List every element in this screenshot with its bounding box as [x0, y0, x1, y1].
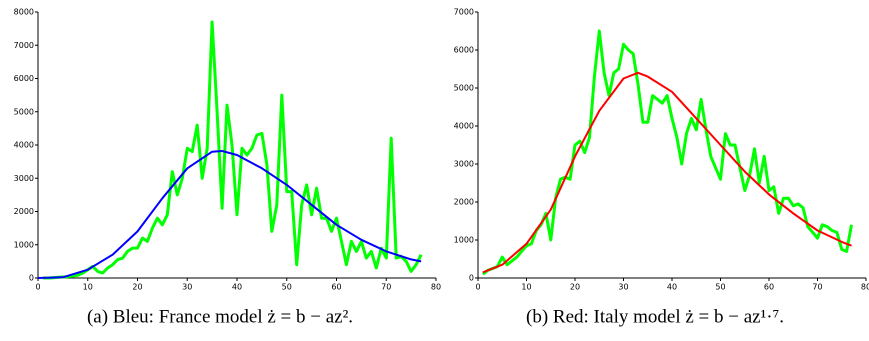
y-tick-label: 7000 [454, 8, 474, 17]
x-tick-label: 80 [431, 283, 441, 292]
y-tick-label: 0 [469, 274, 474, 283]
y-tick-label: 1000 [454, 236, 474, 245]
y-tick-label: 4000 [454, 122, 474, 131]
x-tick-label: 40 [232, 283, 242, 292]
data-line [481, 29, 853, 276]
data-line [482, 71, 852, 274]
x-tick-label: 20 [570, 283, 580, 292]
y-tick-label: 3000 [14, 174, 34, 183]
y-tick-label: 8000 [14, 8, 34, 17]
x-tick-label: 70 [381, 283, 391, 292]
x-tick-label: 60 [764, 283, 774, 292]
y-tick-label: 6000 [14, 74, 34, 83]
y-tick-label: 5000 [454, 84, 474, 93]
x-tick-label: 30 [182, 283, 192, 292]
y-tick-label: 2000 [454, 198, 474, 207]
caption: (a) Bleu: France model ż = b − az². [87, 306, 353, 327]
x-tick-label: 50 [282, 283, 292, 292]
data-line [43, 20, 423, 280]
x-tick-label: 10 [83, 283, 93, 292]
data-line [37, 150, 422, 279]
x-tick-label: 0 [35, 283, 40, 292]
y-tick-label: 2000 [14, 207, 34, 216]
y-tick-label: 7000 [14, 41, 34, 50]
x-tick-label: 70 [812, 283, 822, 292]
x-tick-label: 0 [475, 283, 480, 292]
y-tick-label: 6000 [454, 46, 474, 55]
x-tick-label: 80 [861, 283, 869, 292]
x-tick-label: 10 [521, 283, 531, 292]
x-tick-label: 50 [715, 283, 725, 292]
y-tick-label: 1000 [14, 240, 34, 249]
x-tick-label: 30 [618, 283, 628, 292]
y-tick-label: 4000 [14, 141, 34, 150]
x-tick-label: 60 [331, 283, 341, 292]
y-tick-label: 0 [29, 274, 34, 283]
x-tick-label: 40 [667, 283, 677, 292]
x-tick-label: 20 [132, 283, 142, 292]
y-tick-label: 3000 [454, 160, 474, 169]
y-tick-label: 5000 [14, 107, 34, 116]
caption: (b) Red: Italy model ż = b − az¹·⁷. [526, 306, 784, 327]
